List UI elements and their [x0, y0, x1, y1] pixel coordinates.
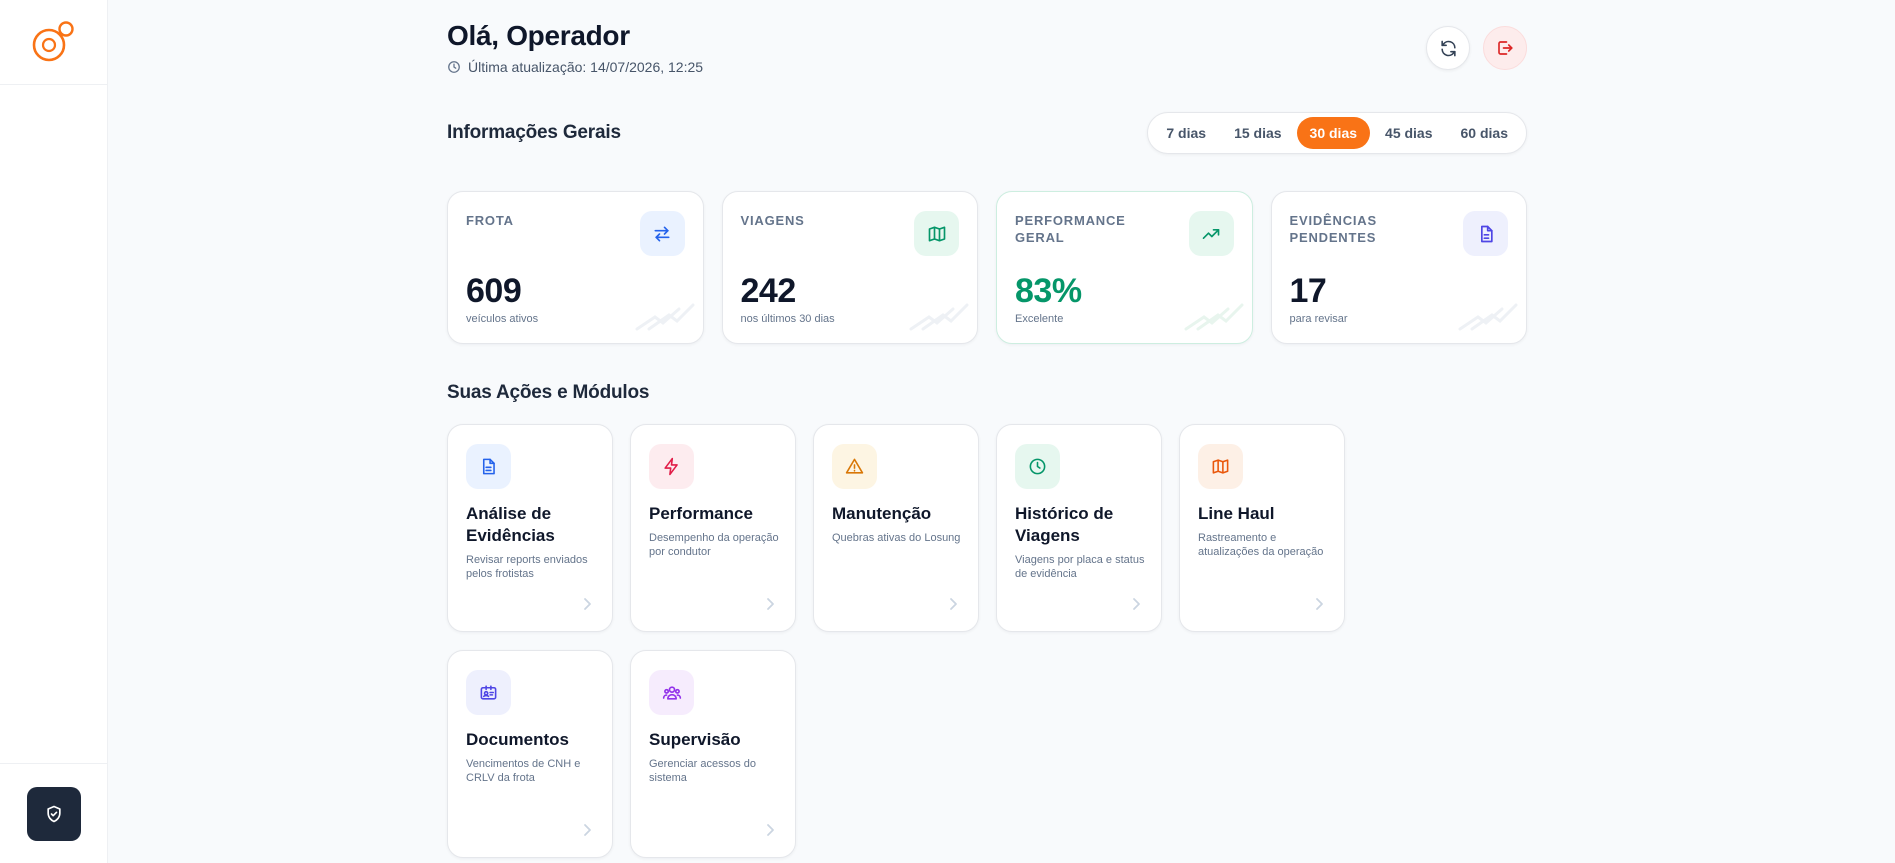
stat-subtitle: veículos ativos	[466, 313, 539, 325]
last-update-text: Última atualização: 14/07/2026, 12:25	[468, 59, 704, 75]
range-30-days[interactable]: 30 dias	[1296, 117, 1371, 149]
module-description: Quebras ativas do Losung	[832, 532, 961, 544]
stat-value: 609	[466, 272, 522, 310]
module-title: Performance	[649, 504, 753, 523]
module-title: Manutenção	[832, 504, 932, 523]
id-card-icon	[466, 670, 511, 715]
module-line-haul[interactable]: Line Haul Rastreamento e atualizações da…	[1179, 424, 1345, 632]
module-description: Rastreamento e atualizações da operação	[1198, 532, 1324, 558]
app-logo[interactable]	[30, 18, 78, 66]
sparkline-icon	[1184, 303, 1243, 331]
chevron-right-icon	[1316, 598, 1323, 610]
map-icon	[1198, 444, 1243, 489]
module-description: Viagens por placa e status de evidência	[1015, 554, 1145, 580]
module-title: Análise de Evidências	[466, 504, 555, 545]
map-icon	[914, 211, 959, 256]
modules-grid: Análise de Evidências Revisar reports en…	[447, 424, 1527, 858]
module-description: Revisar reports enviados pelos frotistas	[466, 554, 588, 580]
stat-subtitle: nos últimos 30 dias	[740, 313, 835, 325]
last-update: Última atualização: 14/07/2026, 12:25	[447, 59, 703, 75]
file-icon	[1463, 211, 1508, 256]
header-actions	[1426, 26, 1527, 70]
refresh-icon	[1440, 40, 1456, 56]
stat-value: 242	[740, 272, 797, 310]
stat-subtitle: Excelente	[1015, 313, 1064, 325]
chevron-right-icon	[1133, 598, 1140, 610]
module-supervision[interactable]: Supervisão Gerenciar acessos do sistema	[630, 650, 796, 858]
security-button[interactable]	[26, 786, 81, 841]
users-icon	[649, 670, 694, 715]
stat-label: VIAGENS	[740, 213, 805, 228]
stat-value: 17	[1289, 272, 1327, 310]
modules-title: Suas Ações e Módulos	[447, 382, 650, 403]
stat-label: FROTA	[466, 213, 514, 228]
module-trip-history[interactable]: Histórico de Viagens Viagens por placa e…	[996, 424, 1162, 632]
arrows-exchange-icon	[639, 211, 685, 256]
module-description: Vencimentos de CNH e CRLV da frota	[466, 758, 581, 784]
sidebar-footer	[0, 763, 107, 863]
sidebar	[0, 0, 108, 863]
stat-subtitle: para revisar	[1289, 313, 1348, 325]
module-description: Gerenciar acessos do sistema	[649, 758, 756, 784]
page-title: Olá, Operador	[447, 20, 630, 51]
module-title: Supervisão	[649, 730, 741, 749]
general-info-title: Informações Gerais	[447, 122, 621, 143]
chevron-right-icon	[584, 598, 591, 610]
lightning-icon	[649, 444, 694, 489]
warning-icon	[832, 444, 877, 489]
range-7-days[interactable]: 7 dias	[1166, 125, 1207, 141]
range-15-days[interactable]: 15 dias	[1234, 125, 1282, 141]
module-documents[interactable]: Documentos Vencimentos de CNH e CRLV da …	[447, 650, 613, 858]
stat-card-fleet: FROTA 609 veículos ativos	[447, 191, 704, 344]
clock-icon	[448, 61, 460, 73]
module-title: Line Haul	[1198, 504, 1275, 523]
stat-card-performance: PERFORMANCE GERAL 83% Excelente	[996, 191, 1253, 344]
range-45-days[interactable]: 45 dias	[1385, 125, 1433, 141]
stat-label: EVIDÊNCIAS PENDENTES	[1289, 213, 1377, 245]
trending-up-icon	[1188, 211, 1234, 256]
document-icon	[466, 444, 511, 489]
chevron-right-icon	[767, 598, 774, 610]
chevron-right-icon	[767, 824, 774, 836]
module-title: Histórico de Viagens	[1015, 504, 1114, 545]
module-performance[interactable]: Performance Desempenho da operação por c…	[630, 424, 796, 632]
module-description: Desempenho da operação por condutor	[649, 532, 779, 558]
range-60-days[interactable]: 60 dias	[1460, 125, 1508, 141]
module-title: Documentos	[466, 730, 569, 749]
stat-card-pending-evidence: EVIDÊNCIAS PENDENTES 17 para revisar	[1270, 191, 1527, 344]
module-evidence-analysis[interactable]: Análise de Evidências Revisar reports en…	[447, 424, 613, 632]
sparkline-icon	[909, 303, 969, 331]
chevron-right-icon	[950, 598, 957, 610]
logout-icon	[1498, 41, 1513, 55]
refresh-button[interactable]	[1426, 26, 1470, 70]
stat-card-trips: VIAGENS 242 nos últimos 30 dias	[721, 191, 978, 344]
logo-area	[0, 0, 107, 85]
sparkline-icon	[635, 303, 694, 331]
stat-value: 83%	[1015, 272, 1082, 310]
period-selector: 7 dias 15 dias 30 dias 45 dias 60 dias	[1147, 112, 1527, 154]
logout-button[interactable]	[1483, 26, 1527, 70]
stats-row: FROTA 609 veículos ativos VIAGENS 242 no…	[447, 191, 1527, 344]
sparkline-icon	[1458, 303, 1518, 331]
module-maintenance[interactable]: Manutenção Quebras ativas do Losung	[813, 424, 979, 632]
shield-check-icon	[46, 805, 61, 822]
chevron-right-icon	[584, 824, 591, 836]
clock-icon	[1015, 444, 1060, 489]
stat-label: PERFORMANCE GERAL	[1015, 213, 1126, 245]
